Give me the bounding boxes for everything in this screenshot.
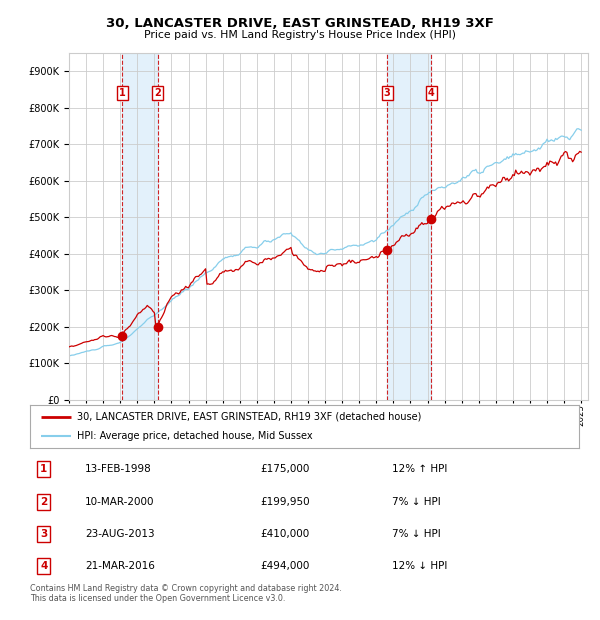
Text: 7% ↓ HPI: 7% ↓ HPI bbox=[392, 497, 441, 507]
Text: Contains HM Land Registry data © Crown copyright and database right 2024.
This d: Contains HM Land Registry data © Crown c… bbox=[30, 584, 342, 603]
Text: 30, LANCASTER DRIVE, EAST GRINSTEAD, RH19 3XF (detached house): 30, LANCASTER DRIVE, EAST GRINSTEAD, RH1… bbox=[77, 412, 421, 422]
Text: 12% ↓ HPI: 12% ↓ HPI bbox=[392, 561, 448, 571]
Text: 2: 2 bbox=[40, 497, 47, 507]
Text: 1: 1 bbox=[40, 464, 47, 474]
Text: 1: 1 bbox=[119, 88, 125, 98]
Text: £494,000: £494,000 bbox=[260, 561, 310, 571]
Text: 30, LANCASTER DRIVE, EAST GRINSTEAD, RH19 3XF: 30, LANCASTER DRIVE, EAST GRINSTEAD, RH1… bbox=[106, 17, 494, 30]
Text: 21-MAR-2016: 21-MAR-2016 bbox=[85, 561, 155, 571]
Text: 7% ↓ HPI: 7% ↓ HPI bbox=[392, 529, 441, 539]
Text: 23-AUG-2013: 23-AUG-2013 bbox=[85, 529, 155, 539]
Text: £199,950: £199,950 bbox=[260, 497, 310, 507]
Text: 3: 3 bbox=[40, 529, 47, 539]
Text: 12% ↑ HPI: 12% ↑ HPI bbox=[392, 464, 448, 474]
Text: 10-MAR-2000: 10-MAR-2000 bbox=[85, 497, 154, 507]
Text: 2: 2 bbox=[154, 88, 161, 98]
Text: 4: 4 bbox=[40, 561, 47, 571]
Text: 3: 3 bbox=[384, 88, 391, 98]
Text: Price paid vs. HM Land Registry's House Price Index (HPI): Price paid vs. HM Land Registry's House … bbox=[144, 30, 456, 40]
Bar bbox=[387, 53, 431, 400]
Text: 13-FEB-1998: 13-FEB-1998 bbox=[85, 464, 152, 474]
Text: HPI: Average price, detached house, Mid Sussex: HPI: Average price, detached house, Mid … bbox=[77, 432, 312, 441]
Text: £175,000: £175,000 bbox=[260, 464, 310, 474]
Text: 4: 4 bbox=[428, 88, 434, 98]
Text: £410,000: £410,000 bbox=[260, 529, 310, 539]
Bar bbox=[122, 53, 158, 400]
